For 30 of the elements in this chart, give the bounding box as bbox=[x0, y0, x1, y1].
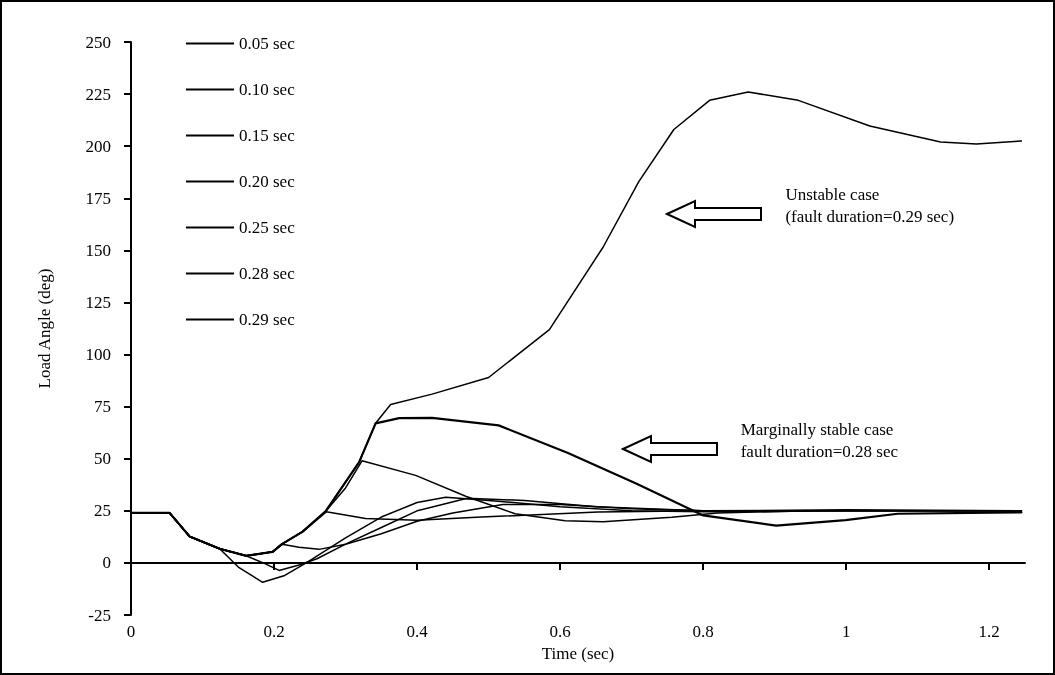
legend-label: 0.28 sec bbox=[239, 264, 296, 283]
legend-label: 0.25 sec bbox=[239, 218, 296, 237]
y-tick-label: 50 bbox=[94, 449, 111, 469]
y-tick-label: 250 bbox=[85, 32, 111, 52]
x-axis-title: Time (sec) bbox=[541, 644, 615, 663]
y-tick-label: 175 bbox=[85, 188, 111, 208]
y-axis-title: Load Angle (deg) bbox=[35, 268, 54, 389]
annotation: Unstable case (fault duration=0.29 sec) bbox=[785, 185, 955, 227]
legend-label: 0.10 sec bbox=[239, 80, 296, 99]
y-tick-label: -25 bbox=[88, 605, 111, 625]
y-tick-label: 150 bbox=[85, 240, 111, 260]
x-tick-label: 0.4 bbox=[406, 622, 429, 641]
y-tick-label: 25 bbox=[94, 501, 111, 521]
legend-label: 0.20 sec bbox=[239, 172, 296, 191]
y-tick-label: 125 bbox=[85, 292, 111, 312]
x-tick-label: 0 bbox=[126, 622, 136, 641]
x-tick-label: 1 bbox=[841, 622, 851, 641]
legend-label: 0.15 sec bbox=[239, 126, 296, 145]
x-tick-label: 0.8 bbox=[692, 622, 714, 641]
legend-label: 0.05 sec bbox=[239, 34, 296, 53]
y-tick-label: 225 bbox=[85, 84, 111, 104]
y-tick-label: 75 bbox=[94, 397, 111, 417]
y-tick-label: 100 bbox=[85, 345, 111, 365]
annotation: Marginally stable case fault duration=0.28 sec bbox=[740, 420, 899, 462]
y-tick-label: 0 bbox=[102, 553, 111, 573]
x-tick-label: 0.6 bbox=[549, 622, 571, 641]
legend-label: 0.29 sec bbox=[239, 310, 296, 329]
x-tick-label: 1.2 bbox=[978, 622, 1000, 641]
y-tick-label: 200 bbox=[85, 136, 111, 156]
x-tick-label: 0.2 bbox=[263, 622, 285, 641]
